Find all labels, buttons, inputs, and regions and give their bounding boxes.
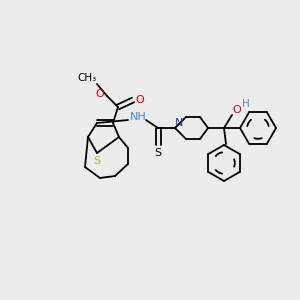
Text: S: S: [154, 148, 162, 158]
Text: S: S: [93, 156, 100, 166]
Text: O: O: [136, 95, 144, 105]
Text: CH₃: CH₃: [77, 73, 97, 83]
Text: N: N: [175, 118, 183, 128]
Text: O: O: [232, 105, 242, 115]
Text: H: H: [242, 99, 250, 109]
Text: NH: NH: [130, 112, 146, 122]
Text: O: O: [96, 89, 104, 99]
